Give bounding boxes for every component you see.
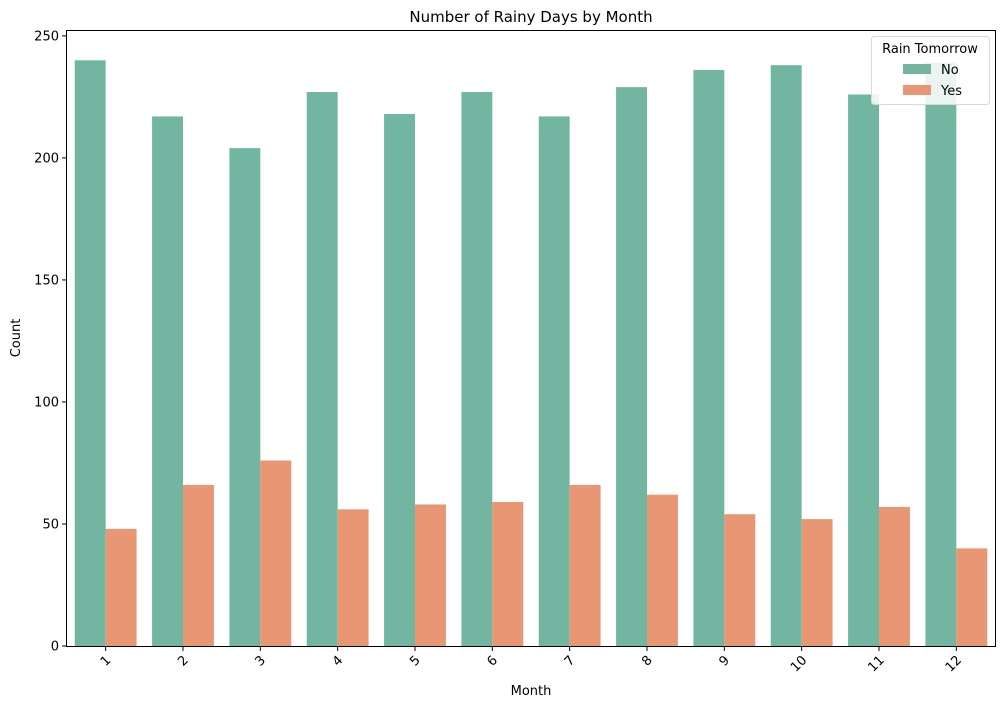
- y-tick-label: 100: [34, 395, 59, 410]
- bar-yes-month-3: [260, 460, 292, 646]
- x-tick-label: 9: [717, 653, 733, 669]
- x-tick-label: 11: [865, 653, 887, 675]
- y-tick-label: 200: [34, 151, 59, 166]
- bar-no-month-2: [152, 116, 183, 646]
- legend: Rain Tomorrow No Yes: [871, 36, 990, 105]
- x-tick-label: 1: [98, 653, 114, 669]
- bar-no-month-1: [74, 60, 106, 647]
- bar-yes-month-5: [415, 504, 446, 646]
- bar-yes-month-10: [801, 519, 833, 646]
- bar-no-month-9: [693, 70, 725, 647]
- y-tick-label: 50: [42, 517, 59, 532]
- x-tick-label: 4: [330, 653, 346, 669]
- x-axis-label: Month: [511, 684, 552, 699]
- bar-no-month-6: [461, 92, 493, 646]
- y-tick-label: 0: [51, 640, 59, 655]
- y-tick-label: 250: [34, 29, 59, 44]
- x-tick-label: 5: [407, 653, 423, 669]
- bar-yes-month-1: [105, 528, 137, 646]
- x-tick-label: 10: [788, 653, 810, 675]
- legend-swatch-yes: [903, 85, 931, 95]
- bar-no-month-7: [538, 116, 570, 646]
- x-axis: 1 2 3 4 5 6 7 8 9 10 11 12: [98, 646, 965, 675]
- x-tick-label: 7: [562, 653, 578, 669]
- legend-title: Rain Tomorrow: [882, 42, 978, 57]
- bars-group: [74, 60, 988, 647]
- bar-yes-month-8: [647, 494, 678, 646]
- y-axis: 0 50 100 150 200 250: [34, 29, 67, 655]
- bar-yes-month-12: [956, 548, 988, 646]
- bar-no-month-3: [229, 148, 261, 646]
- x-tick-label: 8: [639, 653, 655, 669]
- legend-label-no: No: [941, 63, 959, 78]
- bar-yes-month-2: [183, 484, 214, 646]
- bar-yes-month-4: [337, 509, 369, 646]
- legend-swatch-no: [903, 64, 931, 74]
- bar-no-month-12: [925, 62, 957, 646]
- x-tick-label: 2: [175, 653, 191, 669]
- bar-no-month-4: [306, 92, 338, 646]
- legend-label-yes: Yes: [940, 84, 962, 99]
- bar-yes-month-9: [724, 514, 756, 646]
- bar-yes-month-6: [492, 502, 524, 646]
- plot-frame: [66, 30, 996, 647]
- y-tick-label: 150: [34, 273, 59, 288]
- bar-no-month-11: [848, 94, 879, 646]
- chart-title: Number of Rainy Days by Month: [409, 8, 652, 26]
- bar-no-month-10: [770, 65, 802, 646]
- y-axis-label: Count: [9, 319, 24, 358]
- x-tick-label: 6: [485, 653, 501, 669]
- x-tick-label: 3: [253, 653, 269, 669]
- bar-no-month-5: [384, 113, 415, 646]
- x-tick-label: 12: [943, 653, 965, 675]
- bar-no-month-8: [616, 87, 647, 646]
- bar-yes-month-7: [569, 484, 601, 646]
- bar-yes-month-11: [879, 506, 910, 646]
